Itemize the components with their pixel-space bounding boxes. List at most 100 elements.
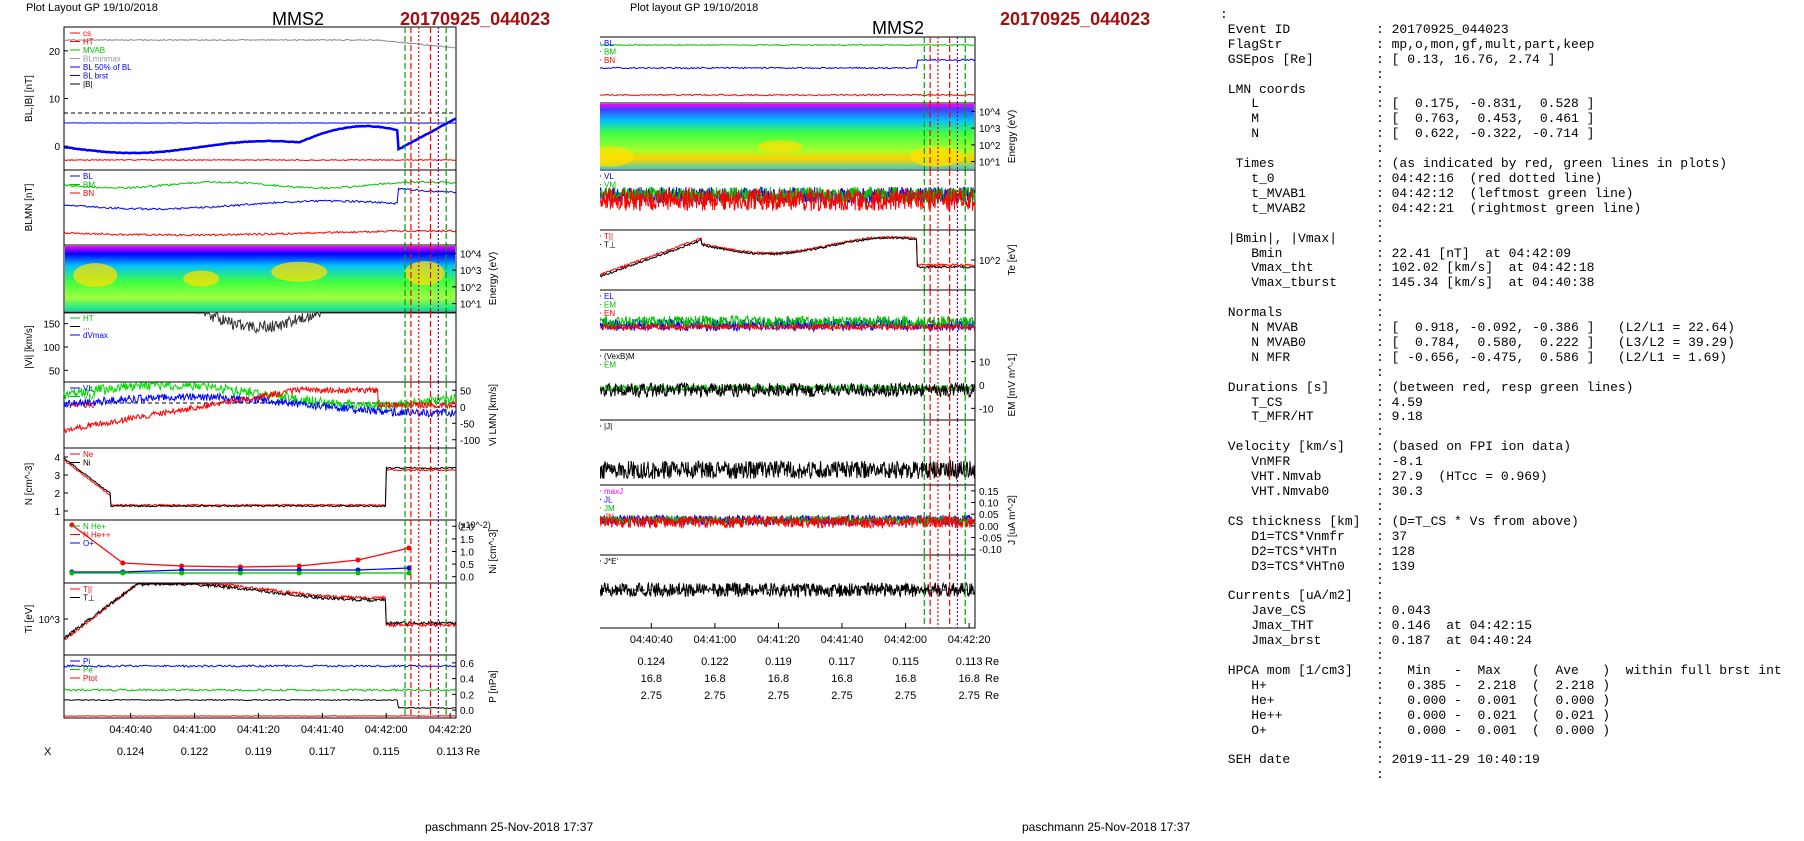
position-value: 16.8 (768, 673, 789, 685)
position-value: 2.75 (768, 690, 789, 702)
position-value: 0.113 (956, 656, 983, 668)
info-line: VHT.Nmvab : 27.9 (HTcc = 0.969) (1220, 469, 1548, 485)
time-tick-label: 04:41:40 (821, 634, 864, 646)
series-line (63, 117, 457, 155)
panel-7: 2.0 1.5 1.00.5 0.0 Ni [cm^-3](x10^-2) N He+N … (63, 519, 499, 584)
legend-entry: HT (83, 38, 94, 47)
position-value: 0.117 (829, 656, 856, 668)
tick-label: 0.15 (979, 487, 999, 498)
info-line: Jave_CS : 0.043 (1220, 603, 1431, 619)
data-point (406, 570, 412, 576)
info-line: N : [ 0.622, -0.322, -0.714 ] (1220, 126, 1595, 142)
info-line: D3=TCS*VHTn0 : 139 (1220, 558, 1416, 574)
data-point (406, 565, 412, 571)
tick-label: 50 (49, 366, 61, 377)
axis-label: Te [eV] (1007, 244, 1018, 275)
info-line: Currents [uA/m2] : (1220, 588, 1384, 604)
legend-entry: BN (604, 56, 615, 65)
legend-entry: BM (83, 181, 95, 190)
info-line: M : [ 0.763, 0.453, 0.461 ] (1220, 111, 1595, 127)
time-tick-label: 04:41:40 (301, 724, 344, 736)
legend-entry: VM (604, 181, 616, 190)
position-value: 0.113 (437, 746, 464, 758)
tick-label: 0.0 (460, 573, 474, 584)
position-value: 16.8 (704, 673, 725, 685)
spectrogram-hotspot (910, 146, 962, 167)
position-value: 2.75 (704, 690, 725, 702)
series-line (600, 58, 976, 70)
time-tick-label: 04:42:00 (365, 724, 408, 736)
tick-label: -50 (460, 419, 475, 430)
tick-label: 10^3 (39, 615, 61, 626)
tick-label: 10^3 (979, 124, 1001, 135)
info-line: N MFR : [ -0.656, -0.475, 0.586 ] (L2/L1… (1220, 349, 1728, 365)
tick-label: 0 (460, 403, 466, 414)
info-line: : (1220, 66, 1384, 82)
legend-entry: EL (604, 292, 614, 301)
legend-entry: EM (604, 301, 616, 310)
info-line: : (1220, 573, 1384, 589)
time-tick-label: 04:40:40 (630, 634, 673, 646)
tick-label: 1 (54, 507, 60, 518)
series-line (600, 514, 976, 530)
info-line: Jmax_THT : 0.146 at 04:42:15 (1220, 618, 1533, 634)
info-line: : (1220, 215, 1384, 231)
tick-label: 0.10 (979, 499, 999, 510)
position-unit: Re (466, 746, 480, 758)
legend-entry: maxJ (604, 487, 623, 496)
info-line: L : [ 0.175, -0.831, 0.528 ] (1220, 96, 1595, 112)
tick-label: 1.0 (460, 548, 474, 559)
legend-entry: T|| (83, 585, 92, 594)
position-value: 0.115 (373, 746, 400, 758)
info-line: : (1220, 364, 1384, 380)
info-line: Normals : (1220, 305, 1384, 321)
axis-label: J [uA m^-2] (1007, 495, 1018, 545)
event-info-text: : Event ID : 20170925_044023 FlagStr : m… (1220, 7, 1782, 783)
series-line (63, 688, 457, 692)
data-point (120, 560, 126, 566)
legend-entry: Pe (83, 666, 93, 675)
tick-label: 10^4 (460, 249, 482, 260)
tick-label: 0.6 (460, 659, 474, 670)
data-point (355, 570, 361, 576)
position-unit: Re (985, 690, 999, 702)
series-line (63, 458, 457, 508)
panel-9: 0.20.10.0-0.1-0.2J*E' [nW m^-3]J*E' (600, 554, 976, 629)
axis-label: EM [mV m^-1] (1007, 353, 1018, 416)
legend-entry: VM (83, 393, 95, 402)
series-line (600, 322, 976, 332)
series-line (600, 459, 976, 481)
left-plot-header: Plot Layout GP 19/10/2018 (26, 2, 158, 14)
series-line (63, 664, 457, 668)
series-line (600, 187, 976, 212)
tick-label: 0.0 (460, 706, 474, 717)
data-point (179, 563, 185, 569)
legend-entry: J*E' (604, 557, 618, 566)
info-line: Event ID : 20170925_044023 (1220, 21, 1509, 37)
panel-8: 0.150.100.050.00-0.05-0.10 J [uA m^-2] max… (600, 484, 1018, 556)
info-line: VnMFR : -8.1 (1220, 454, 1423, 470)
tick-label: 0.4 (460, 675, 474, 686)
legend-entry: VN (83, 401, 94, 410)
legend-entry: (VexB)M (604, 352, 635, 361)
time-tick-label: 04:40:40 (109, 724, 152, 736)
tick-label: 10 (979, 358, 991, 369)
info-line: t_MVAB2 : 04:42:21 (rightmost green line… (1220, 200, 1642, 216)
info-line: : (1220, 498, 1384, 514)
position-value: 0.117 (309, 746, 336, 758)
right-plot-footer: paschmann 25-Nov-2018 17:37 (1022, 820, 1191, 834)
legend-entry: Ptot (83, 674, 98, 683)
info-line: t_0 : 04:42:16 (red dotted line) (1220, 170, 1603, 186)
legend-entry: BL (83, 172, 93, 181)
tick-label: 10^2 (460, 283, 482, 294)
legend-entry: JL (604, 496, 613, 505)
time-tick-label: 04:41:20 (237, 724, 280, 736)
series-line (64, 311, 456, 334)
panel-frame (600, 349, 976, 421)
panel-frame (600, 229, 976, 291)
legend-entry: cs (83, 29, 91, 38)
tick-label: -0.10 (979, 545, 1002, 556)
series-line (63, 385, 457, 434)
